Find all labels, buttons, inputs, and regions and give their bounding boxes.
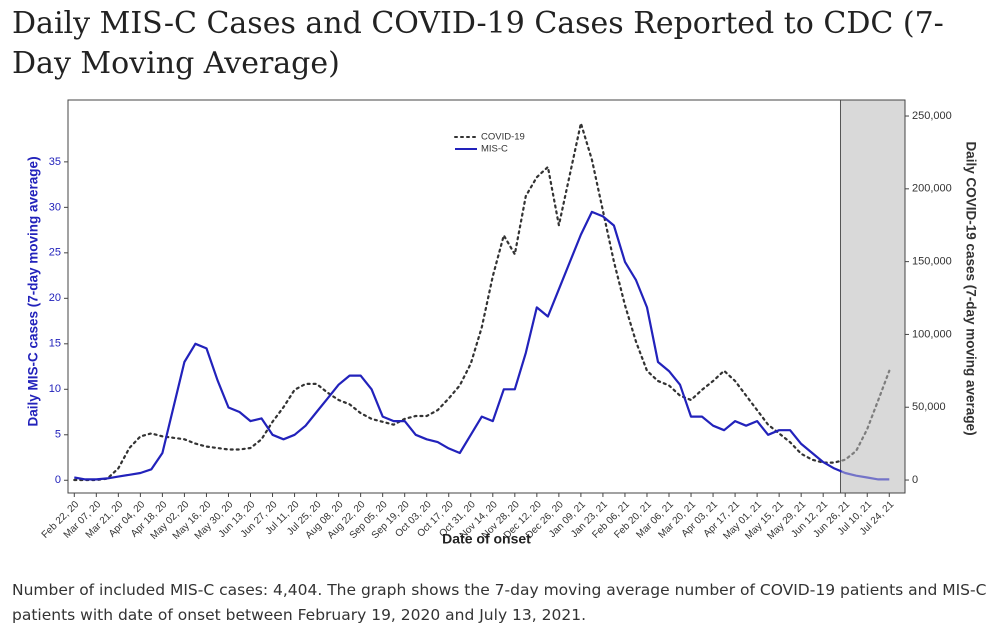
y-tick-label: 35 bbox=[49, 156, 61, 168]
y-tick-label: 0 bbox=[55, 474, 61, 486]
plot-frame bbox=[67, 99, 906, 494]
series-line bbox=[73, 122, 891, 482]
y-tick-label: 25 bbox=[49, 247, 61, 259]
y2-tick-label: 250,000 bbox=[912, 110, 952, 122]
y2-tick-label: 50,000 bbox=[912, 401, 946, 413]
y-tick-label: 10 bbox=[49, 383, 61, 395]
y2-tick-label: 100,000 bbox=[912, 328, 952, 340]
y2-tick-label: 0 bbox=[912, 474, 918, 486]
y-axis-title: Daily MIS-C cases (7-day moving average) bbox=[26, 156, 41, 426]
y2-tick-label: 200,000 bbox=[912, 183, 952, 195]
y-tick-label: 20 bbox=[49, 292, 61, 304]
chart-title: Daily MIS-C Cases and COVID-19 Cases Rep… bbox=[12, 6, 944, 81]
y2-axis-title: Daily COVID-19 cases (7-day moving avera… bbox=[963, 141, 978, 435]
shade-overlay bbox=[841, 101, 904, 492]
series-line bbox=[74, 210, 890, 481]
x-axis-title: Date of onset bbox=[442, 531, 531, 547]
caption: Number of included MIS-C cases: 4,404. T… bbox=[12, 581, 987, 624]
y-tick-label: 30 bbox=[49, 201, 61, 213]
legend-label: MIS-C bbox=[481, 144, 508, 155]
legend-label: COVID-19 bbox=[481, 132, 525, 143]
y2-tick-label: 150,000 bbox=[912, 256, 952, 268]
chart: 0 5 10 15 20 25 30 35 0 50,000 100,000 150,000 200,0… bbox=[26, 99, 978, 547]
y-tick-label: 5 bbox=[55, 429, 61, 441]
y-tick-label: 15 bbox=[49, 338, 61, 350]
